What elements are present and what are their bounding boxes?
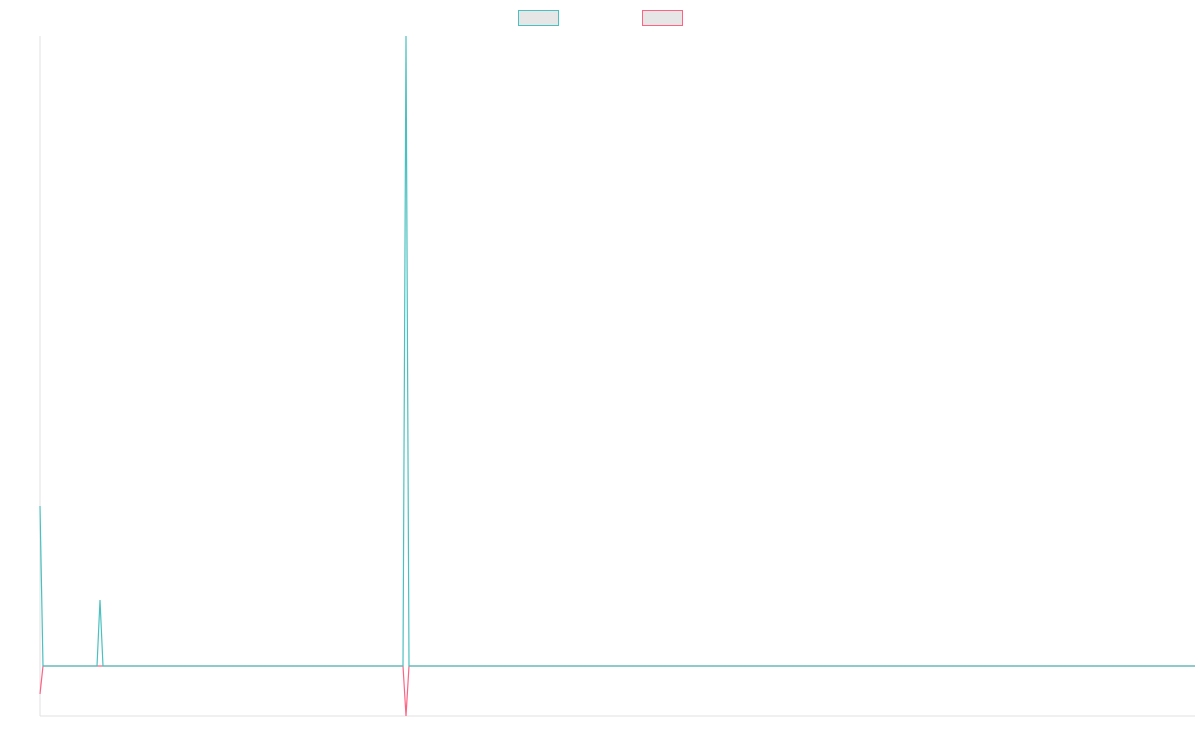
legend-swatch	[518, 10, 559, 26]
legend-swatch	[642, 10, 683, 26]
data-line	[39, 35, 1195, 667]
data-line	[39, 665, 1195, 717]
